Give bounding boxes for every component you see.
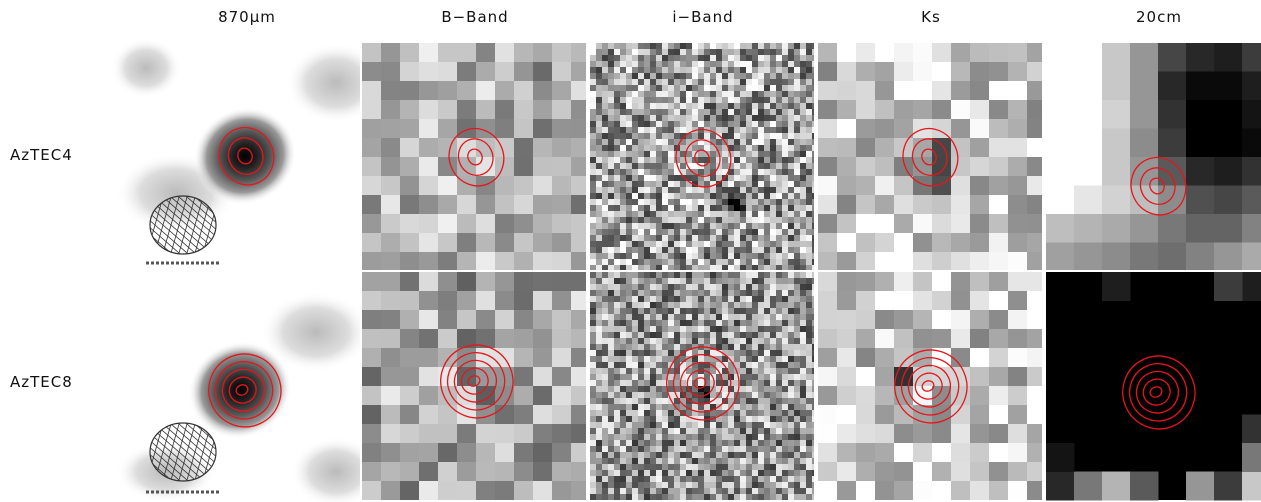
panel-ks-aztec8 — [818, 272, 1042, 500]
column-label-i-band: i−Band — [672, 8, 734, 26]
row-label-aztec8: AzTEC8 — [10, 373, 73, 391]
contours-aztec8-870um — [208, 353, 282, 428]
panel-i-band-aztec4 — [590, 43, 814, 271]
row-label-aztec4: AzTEC4 — [10, 146, 73, 164]
panel-20cm-aztec4 — [1046, 43, 1261, 272]
contours-aztec8-b-band — [440, 344, 514, 419]
contours-aztec8-20cm — [1122, 355, 1196, 430]
panel-i-band-aztec8 — [590, 272, 814, 500]
column-label-870um: 870μm — [218, 8, 276, 26]
contours-aztec4-i-band — [675, 128, 732, 188]
panel-20cm-aztec8 — [1046, 272, 1261, 501]
column-label-ks: Ks — [921, 8, 941, 26]
column-label-20cm: 20cm — [1136, 8, 1182, 26]
panel-b-band-aztec8 — [362, 272, 586, 500]
panel-870um-aztec4 — [111, 38, 386, 271]
contours-aztec4-870um — [218, 126, 275, 186]
panel-ks-aztec4 — [818, 43, 1042, 271]
panel-870um-aztec8 — [116, 272, 381, 502]
panel-b-band-aztec4 — [362, 43, 586, 271]
contours-aztec8-i-band — [666, 346, 740, 421]
contours-aztec4-b-band — [448, 127, 505, 187]
contours-aztec8-ks — [894, 349, 968, 424]
contours-aztec4-20cm — [1130, 156, 1187, 216]
contours-aztec4-ks — [902, 127, 959, 187]
column-label-b-band: B−Band — [441, 8, 509, 26]
